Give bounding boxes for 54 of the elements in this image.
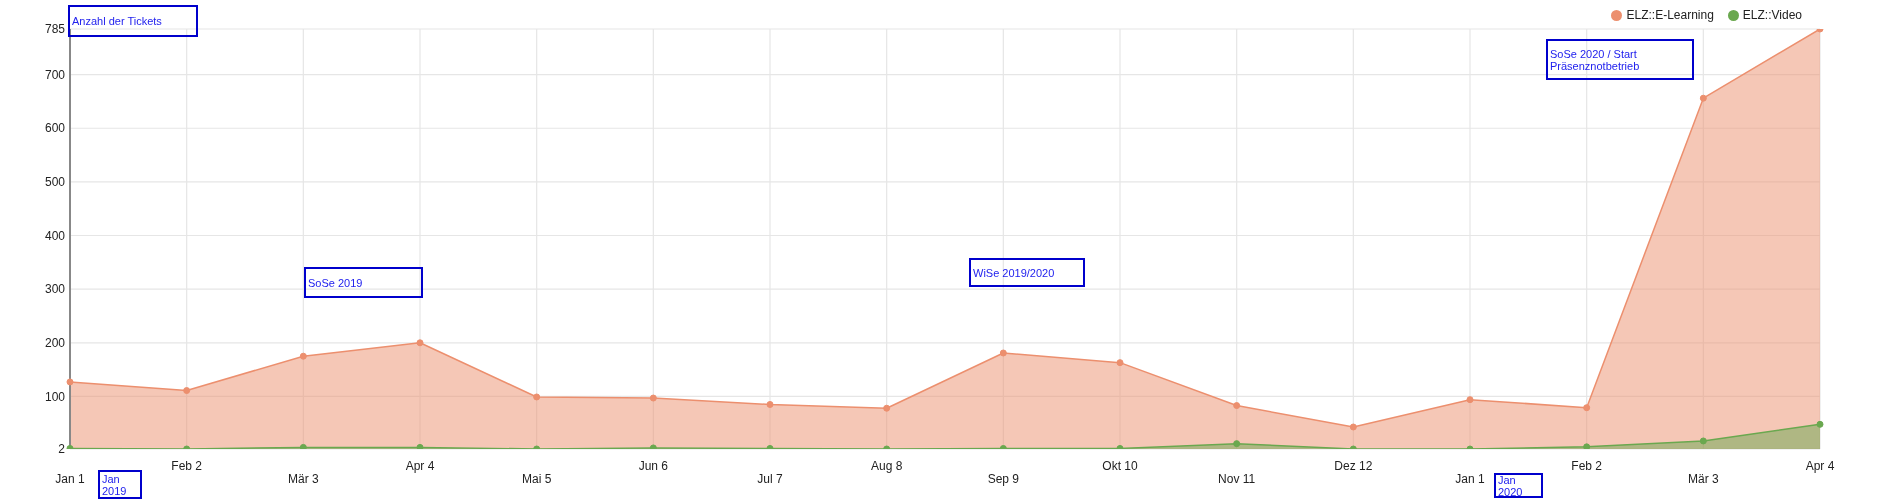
point: [1233, 440, 1241, 448]
point: [883, 404, 891, 412]
point: [1699, 94, 1707, 102]
y-tick-label: 600: [44, 121, 66, 136]
point: [533, 393, 541, 401]
text: Jan 2020: [1498, 473, 1523, 498]
x-tick-label: Okt 10: [1102, 459, 1138, 473]
point: [66, 378, 74, 386]
x-tick-label: Nov 11: [1218, 472, 1256, 486]
point: [649, 394, 657, 402]
annotation: SoSe 2019: [308, 276, 363, 289]
point: [766, 400, 774, 408]
x-tick-label: Sep 9: [987, 472, 1020, 486]
point: [999, 349, 1007, 357]
x-tick-label: Apr 4: [405, 459, 435, 473]
legend-label: ELZ::E-Learning: [1626, 8, 1714, 22]
point: [1233, 402, 1241, 410]
point: [416, 339, 424, 347]
y-tick-label: 100: [44, 389, 66, 404]
x-tick-label: Mär 3: [1687, 472, 1719, 486]
x-tick-label: Apr 4: [1805, 459, 1835, 473]
text: Jan 2019: [102, 472, 127, 497]
point: [1466, 396, 1474, 404]
y-tick-label: 200: [44, 336, 66, 351]
y-tick-label: 785: [44, 22, 66, 37]
y-tick-label: 400: [44, 228, 66, 243]
x-tick-label: Dez 12: [1334, 459, 1373, 473]
point: [183, 387, 191, 395]
point: [299, 352, 307, 360]
point: [416, 443, 424, 449]
x-tick-label: Mai 5: [521, 472, 552, 486]
y-tick-label: 700: [44, 67, 66, 82]
point: [299, 443, 307, 449]
point: [1583, 404, 1591, 412]
legend-label: ELZ::Video: [1742, 8, 1802, 22]
point: [1816, 420, 1824, 428]
y-axis-title: Anzahl der Tickets: [72, 15, 162, 27]
y-tick-label: 500: [44, 175, 66, 190]
x-tick-label: Feb 2: [171, 459, 203, 473]
point: [1699, 437, 1707, 445]
x-tick-label: Aug 8: [870, 459, 903, 473]
point: [1349, 423, 1357, 431]
x-tick-label: Mär 3: [287, 472, 319, 486]
y-tick-label: 2: [58, 442, 66, 457]
x-tick-label: Feb 2: [1571, 459, 1603, 473]
x-tick-label: Jan 1: [1455, 472, 1485, 486]
x-tick-label: Jun 6: [638, 459, 669, 473]
annotation: SoSe 2020 / Start Präsenznotbetrieb: [1550, 47, 1640, 72]
point: [1116, 359, 1124, 367]
point: [1583, 443, 1591, 449]
x-tick-label: Jan 1: [55, 472, 85, 486]
x-tick-label: Jul 7: [757, 472, 783, 486]
annotation: WiSe 2019/2020: [973, 266, 1055, 279]
y-tick-label: 300: [44, 282, 66, 297]
